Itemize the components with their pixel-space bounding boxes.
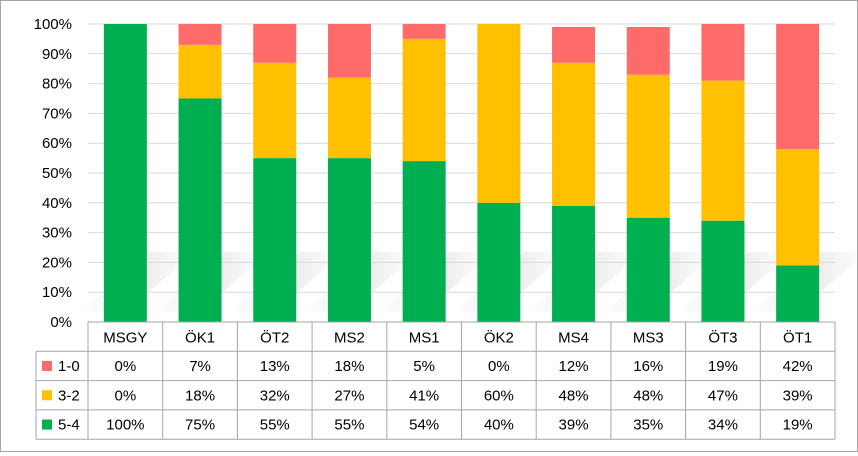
bar-segment-3-2 <box>402 38 446 162</box>
table-cell: 47% <box>708 387 738 404</box>
table-cell: 18% <box>334 358 364 375</box>
bar-segment-1-0 <box>327 24 371 78</box>
bar-segment-1-0 <box>626 26 670 75</box>
bar-segment-1-0 <box>776 24 820 150</box>
table-cell: 75% <box>185 417 215 434</box>
table-cell: 41% <box>409 387 439 404</box>
bar-segment-5-4 <box>626 217 670 322</box>
bar-segment-1-0 <box>178 24 222 45</box>
bar-segment-3-2 <box>552 62 596 206</box>
y-tick-label: 80% <box>42 76 72 93</box>
category-label: MS1 <box>409 330 440 347</box>
table-cell: 34% <box>708 417 738 434</box>
table-cell: 5% <box>413 358 435 375</box>
table-cell: 18% <box>185 387 215 404</box>
y-tick-label: 0% <box>50 314 72 331</box>
table-cell: 35% <box>633 417 663 434</box>
category-label: ÖT3 <box>708 329 737 347</box>
table-cell: 16% <box>633 358 663 375</box>
table-cell: 0% <box>115 387 137 404</box>
bar-segment-5-4 <box>402 161 446 322</box>
y-tick-label: 90% <box>42 46 72 63</box>
y-tick-label: 20% <box>42 254 72 271</box>
bar-segment-5-4 <box>253 158 297 322</box>
table-cell: 42% <box>783 358 813 375</box>
table-cell: 54% <box>409 417 439 434</box>
table-cell: 32% <box>260 387 290 404</box>
table-cell: 7% <box>189 358 211 375</box>
table-cell: 60% <box>484 387 514 404</box>
y-tick-label: 40% <box>42 195 72 212</box>
table-cell: 0% <box>115 358 137 375</box>
bar-segment-5-4 <box>477 202 521 322</box>
legend-key-5-4 <box>42 419 52 430</box>
table-cell: 0% <box>488 358 510 375</box>
bar-segment-5-4 <box>178 98 222 322</box>
bar-segment-1-0 <box>552 26 596 63</box>
table-cell: 40% <box>484 417 514 434</box>
legend-label: 5-4 <box>58 417 80 434</box>
category-label: MSGY <box>103 330 147 347</box>
y-axis-ticks: 0% 10% 20% 30% 40% 50% 60% 70% 80% 90% 100% <box>34 16 72 331</box>
y-tick-label: 70% <box>42 105 72 122</box>
bar-segment-3-2 <box>327 77 371 159</box>
table-cell: 19% <box>708 358 738 375</box>
bar-segment-5-4 <box>776 265 820 322</box>
bar-segment-3-2 <box>626 74 670 218</box>
bar-segment-3-2 <box>253 62 297 159</box>
bar-segment-3-2 <box>178 44 222 99</box>
bar-segment-3-2 <box>701 80 745 221</box>
category-label: ÖT1 <box>783 329 812 347</box>
legend-label: 3-2 <box>58 387 80 404</box>
table-cell: 39% <box>783 387 813 404</box>
table-cell: 13% <box>260 358 290 375</box>
bar-segment-3-2 <box>776 149 820 266</box>
table-cell: 55% <box>260 417 290 434</box>
category-label: MS4 <box>558 330 589 347</box>
table-cell: 39% <box>559 417 589 434</box>
category-label: ÖT2 <box>260 329 289 347</box>
table-cell: 55% <box>334 417 364 434</box>
category-label: ÖK1 <box>185 329 215 347</box>
bar-segment-3-2 <box>477 24 521 203</box>
table-cell: 100% <box>106 417 144 434</box>
legend-key-1-0 <box>42 360 52 371</box>
category-label: MS2 <box>334 330 365 347</box>
y-tick-label: 30% <box>42 225 72 242</box>
table-cell: 19% <box>783 417 813 434</box>
category-label: MS3 <box>633 330 664 347</box>
bars <box>103 24 820 322</box>
bar-segment-5-4 <box>327 158 371 322</box>
legend-key-3-2 <box>42 390 52 401</box>
table-cell: 27% <box>334 387 364 404</box>
legend-label: 1-0 <box>58 358 80 375</box>
bar-segment-1-0 <box>402 24 446 39</box>
bar-segment-1-0 <box>253 24 297 63</box>
table-cell: 48% <box>633 387 663 404</box>
bar-segment-5-4 <box>103 24 147 322</box>
bar-segment-5-4 <box>552 205 596 322</box>
y-tick-label: 10% <box>42 284 72 301</box>
bar-segment-1-0 <box>701 24 745 81</box>
y-tick-label: 60% <box>42 135 72 152</box>
category-label: ÖK2 <box>484 329 514 347</box>
data-table: MSGY ÖK1 ÖT2 MS2 MS1 ÖK2 MS4 MS3 ÖT3 ÖT1 1-0 0% 7% 13… <box>35 321 836 440</box>
table-cell: 48% <box>559 387 589 404</box>
table-cell: 12% <box>559 358 589 375</box>
bar-segment-5-4 <box>701 220 745 322</box>
y-tick-label: 50% <box>42 165 72 182</box>
y-tick-label: 100% <box>34 16 72 33</box>
